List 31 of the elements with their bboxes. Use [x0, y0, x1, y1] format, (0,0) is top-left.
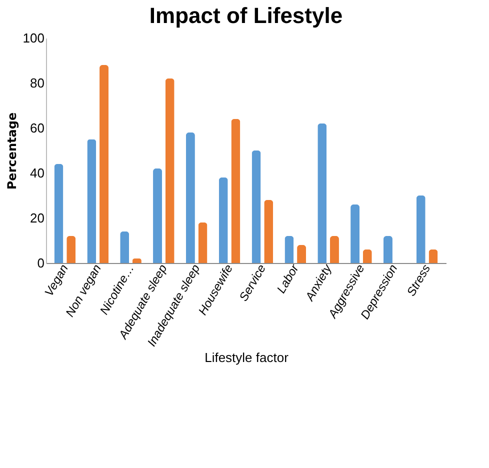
y-tick-label: 80: [30, 76, 44, 90]
chart-title: Impact of Lifestyle: [149, 3, 343, 28]
bar: [153, 168, 162, 263]
bar: [330, 236, 339, 263]
bar: [284, 236, 294, 263]
bar: [54, 164, 64, 263]
bar: [350, 204, 360, 263]
bar: [252, 150, 261, 263]
bar: [87, 139, 96, 263]
x-axis-title: Lifestyle factor: [204, 350, 290, 366]
bar: [428, 250, 438, 263]
y-tick-label: 20: [30, 210, 44, 226]
bar: [66, 236, 76, 263]
bar: [318, 124, 327, 263]
bar: [264, 200, 274, 263]
bar: [231, 119, 240, 263]
y-tick-label: 100: [22, 30, 44, 46]
bar: [165, 78, 174, 263]
y-tick-label: 60: [30, 120, 44, 136]
y-tick-label: 0: [37, 256, 44, 270]
bar: [383, 236, 392, 263]
y-axis-title: Percentage: [4, 112, 19, 190]
bar: [198, 222, 208, 263]
y-tick-label: 40: [30, 166, 44, 180]
bar: [100, 65, 109, 263]
bar: [186, 132, 195, 263]
bar: [120, 232, 130, 263]
bar: [362, 250, 372, 263]
bar: [218, 178, 228, 263]
bar: [297, 245, 306, 263]
bar: [416, 196, 426, 263]
